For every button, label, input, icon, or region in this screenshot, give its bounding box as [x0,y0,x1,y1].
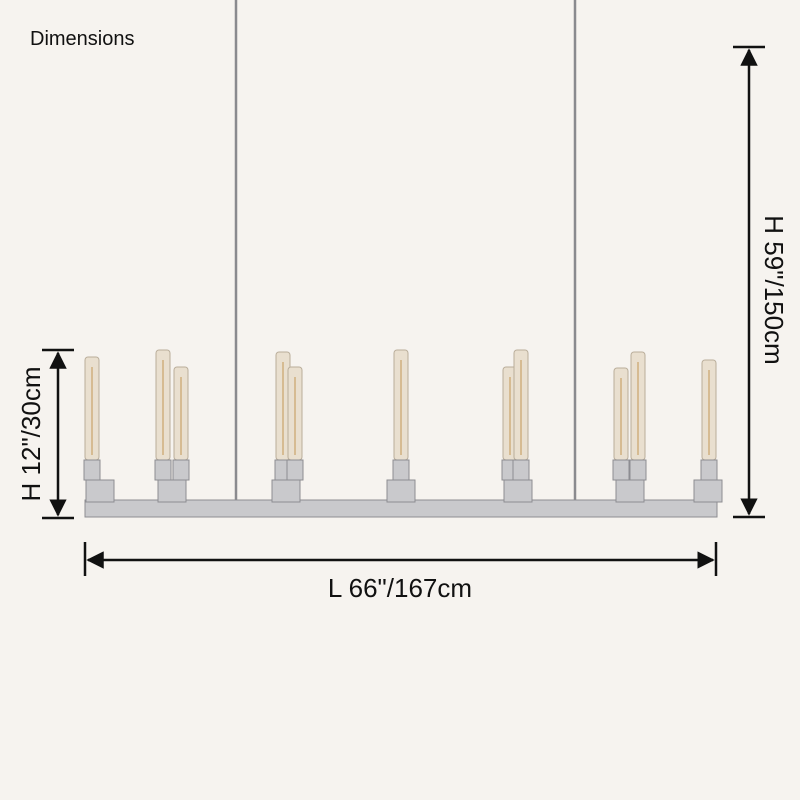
connector-block [615,479,645,503]
chandelier [83,0,723,518]
dim-overall-height: H 59"/150cm [733,45,789,519]
dim-fixture-height: H 12"/30cm [16,348,74,520]
dim-label: L 66"/167cm [328,573,472,603]
socket [629,459,647,481]
connector-block [386,479,416,503]
socket [154,459,172,481]
connector-block [503,479,533,503]
connector-block [85,479,115,503]
socket [512,459,530,481]
connector-block [157,479,187,503]
tubes [83,349,723,503]
bar [84,499,718,518]
socket [172,459,190,481]
dim-length: L 66"/167cm [83,542,718,603]
socket [286,459,304,481]
dim-label: H 59"/150cm [759,215,789,364]
connector-block [271,479,301,503]
connector-block [693,479,723,503]
dim-label: H 12"/30cm [16,367,46,502]
socket [700,459,718,481]
socket [612,459,630,481]
title: Dimensions [30,28,134,50]
socket [83,459,101,481]
socket [392,459,410,481]
